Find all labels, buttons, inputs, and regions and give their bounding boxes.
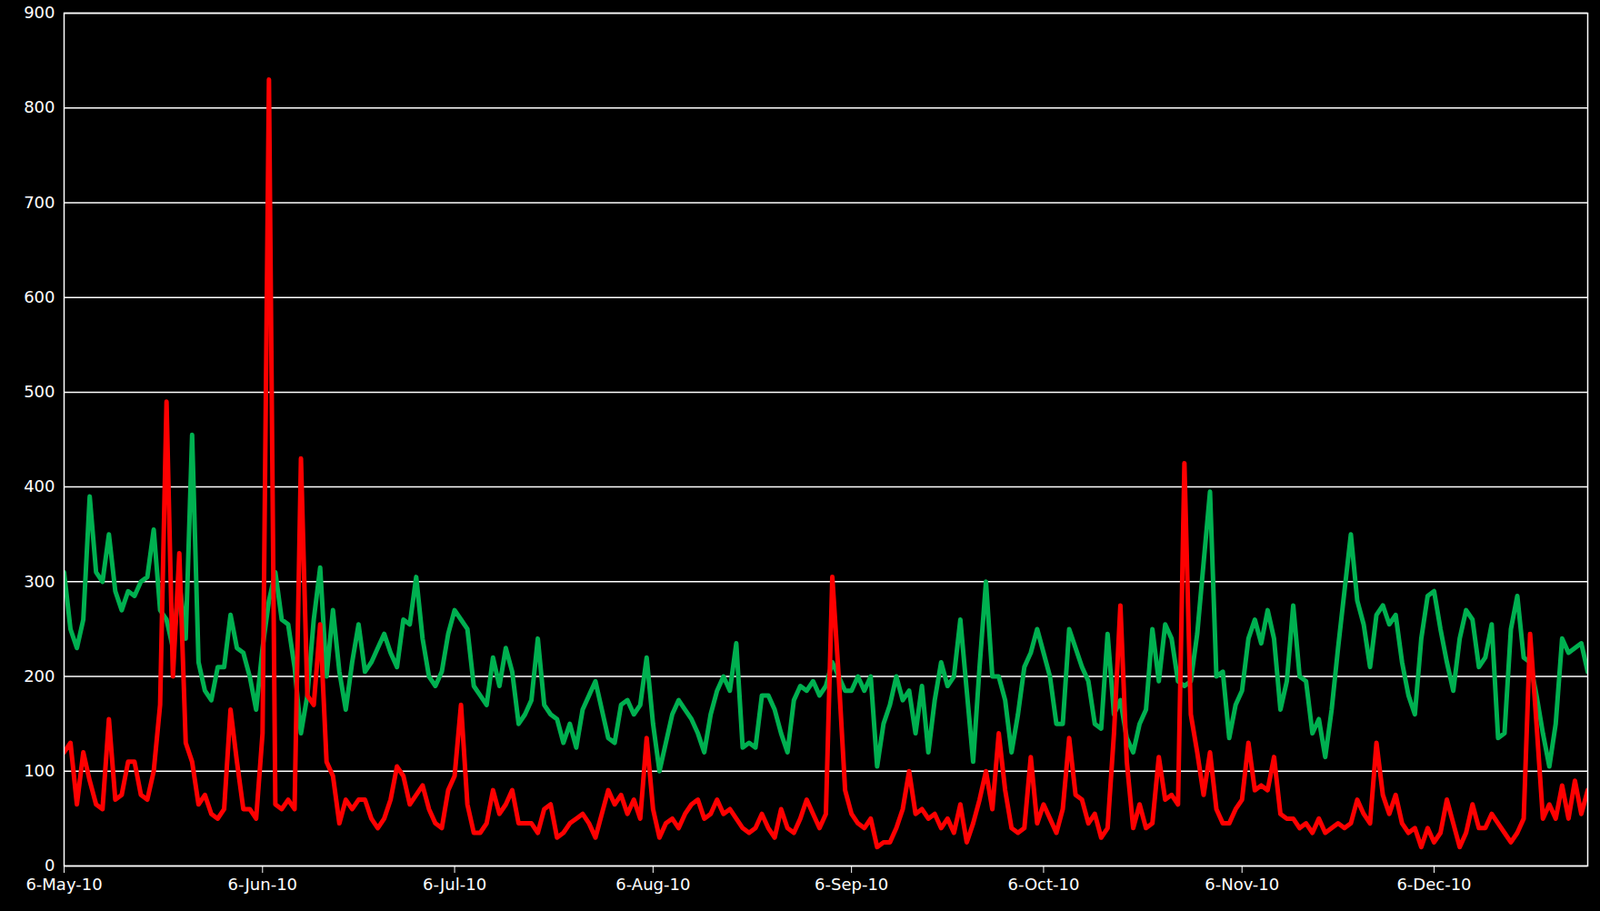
svg-text:6-Dec-10: 6-Dec-10 — [1396, 874, 1471, 894]
svg-text:500: 500 — [23, 381, 55, 401]
svg-text:6-Jul-10: 6-Jul-10 — [422, 874, 487, 894]
svg-text:700: 700 — [23, 192, 55, 212]
svg-text:6-May-10: 6-May-10 — [25, 874, 102, 894]
svg-text:6-Jun-10: 6-Jun-10 — [228, 874, 298, 894]
svg-text:100: 100 — [23, 760, 55, 780]
svg-text:6-Oct-10: 6-Oct-10 — [1007, 874, 1080, 894]
svg-text:6-Nov-10: 6-Nov-10 — [1204, 874, 1280, 894]
svg-text:6-Aug-10: 6-Aug-10 — [615, 874, 690, 894]
svg-text:300: 300 — [23, 571, 55, 591]
svg-text:6-Sep-10: 6-Sep-10 — [814, 874, 889, 894]
svg-text:600: 600 — [23, 287, 55, 307]
svg-text:800: 800 — [23, 97, 55, 117]
svg-text:0: 0 — [44, 855, 55, 875]
svg-text:200: 200 — [23, 666, 55, 686]
svg-text:900: 900 — [23, 2, 55, 22]
svg-text:400: 400 — [23, 476, 55, 496]
